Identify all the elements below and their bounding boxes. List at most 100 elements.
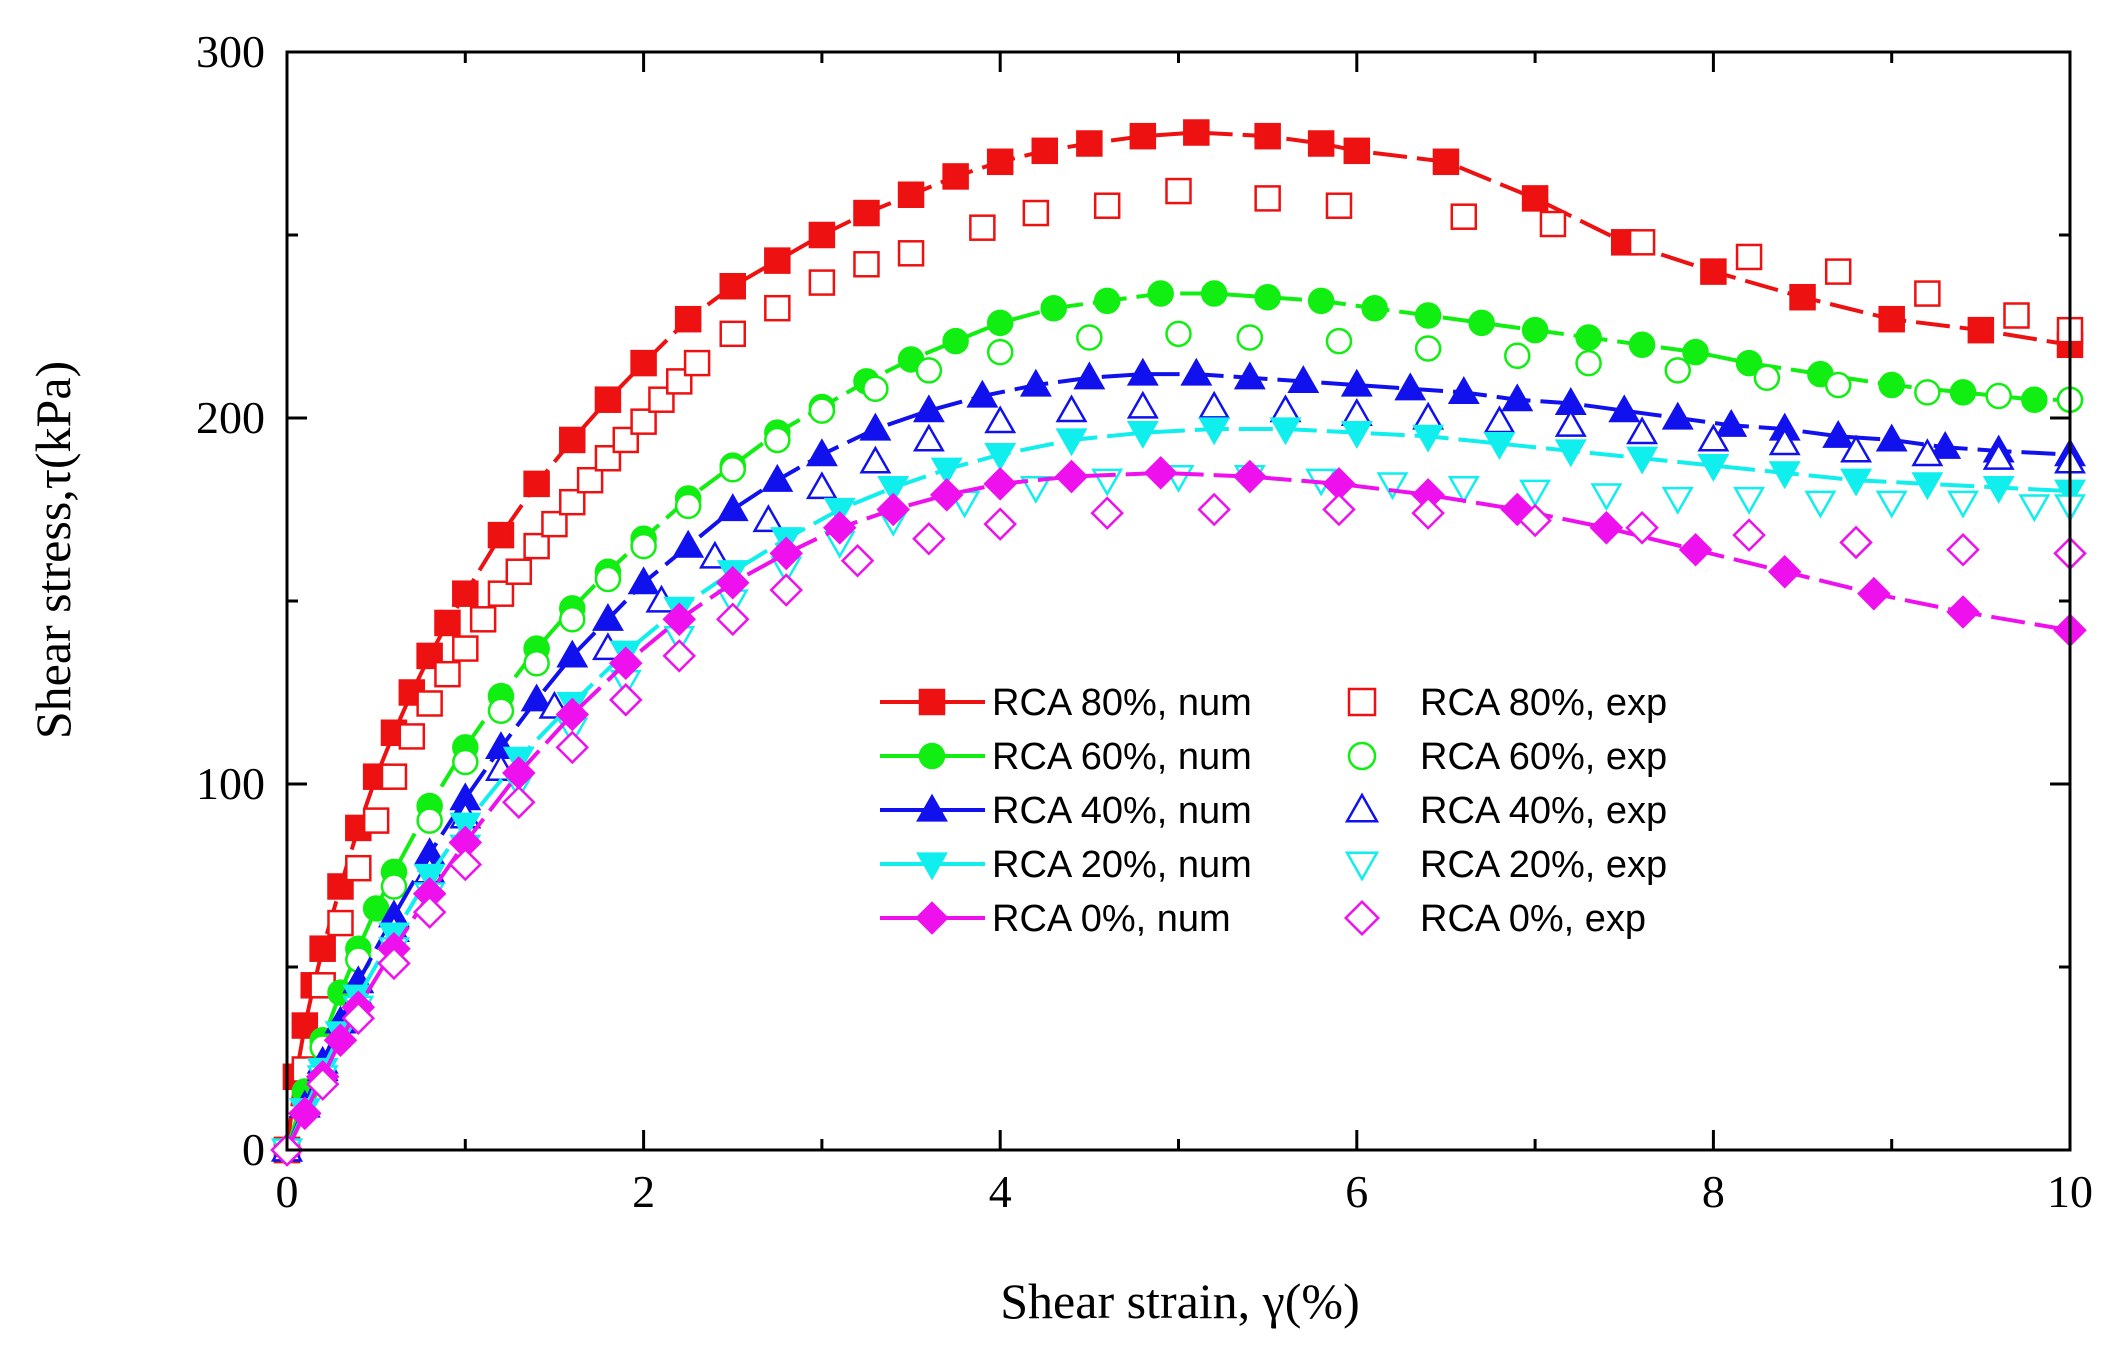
data-point — [362, 807, 390, 834]
data-point — [1700, 258, 1727, 285]
data-point — [859, 445, 892, 474]
data-point — [1767, 554, 1802, 589]
series-1 — [273, 177, 2084, 1164]
data-point — [1325, 327, 1353, 355]
data-point — [1949, 379, 1977, 406]
x-tick-label: 6 — [1345, 1166, 1368, 1217]
data-point — [840, 543, 875, 578]
data-point — [662, 639, 697, 673]
data-point — [1914, 280, 1941, 307]
data-point — [1982, 441, 2015, 470]
data-point — [2003, 302, 2030, 329]
data-point — [1518, 503, 1552, 538]
data-point — [716, 493, 749, 522]
data-point — [1165, 320, 1192, 348]
data-point — [487, 580, 515, 607]
data-point — [1985, 382, 2012, 410]
data-point — [452, 748, 479, 776]
data-point — [764, 426, 791, 454]
data-point — [805, 471, 838, 500]
data-point — [1824, 258, 1852, 285]
data-point — [1625, 511, 1659, 545]
data-point — [942, 327, 969, 355]
data-point — [1055, 428, 1088, 457]
data-point — [808, 221, 836, 249]
data-point — [876, 492, 910, 527]
data-point — [986, 338, 1014, 366]
data-point — [1840, 434, 1872, 463]
data-point — [983, 467, 1017, 501]
legend-label: RCA 80%, exp — [1420, 682, 1667, 724]
data-point — [966, 379, 999, 408]
series-line — [285, 372, 2071, 1151]
data-point — [853, 199, 880, 227]
data-point — [2021, 386, 2048, 413]
legend-marker — [916, 852, 948, 881]
data-point — [1126, 421, 1159, 449]
data-point — [1447, 475, 1480, 504]
data-point — [1307, 287, 1335, 315]
data-point — [1946, 532, 1980, 567]
data-point — [1947, 490, 1979, 519]
data-point — [1483, 432, 1516, 460]
data-point — [752, 504, 785, 533]
data-point — [327, 909, 354, 937]
data-point — [1575, 349, 1602, 377]
data-point — [715, 565, 750, 600]
legend: RCA 80%, num RCA 60%, num RCA 40%, num RCA … — [880, 682, 1667, 940]
data-point — [912, 394, 945, 423]
x-tick-label: 10 — [2047, 1166, 2093, 1217]
data-point — [345, 854, 372, 882]
data-point — [969, 214, 996, 241]
data-point — [769, 536, 804, 571]
data-point — [662, 602, 697, 637]
legend-label: RCA 40%, num — [992, 790, 1252, 832]
data-point — [305, 1067, 340, 1101]
data-point — [715, 602, 750, 637]
data-point — [416, 807, 443, 834]
data-point — [1628, 229, 1656, 256]
plot-frame — [285, 50, 2072, 1152]
data-point — [559, 606, 586, 633]
data-point — [1661, 486, 1694, 515]
data-point — [1254, 283, 1281, 311]
data-point — [1269, 417, 1302, 446]
data-point — [1626, 416, 1659, 445]
data-point — [862, 375, 889, 402]
data-point — [1608, 394, 1641, 423]
data-point — [1554, 409, 1587, 437]
data-point — [859, 412, 892, 441]
data-point — [1093, 192, 1121, 219]
data-point — [502, 785, 536, 820]
data-point — [1501, 383, 1534, 412]
legend-marker — [918, 688, 946, 716]
data-point — [1040, 294, 1067, 322]
data-point — [1180, 357, 1213, 386]
data-point — [487, 521, 515, 549]
x-tick-label: 2 — [632, 1166, 655, 1217]
data-point — [1129, 122, 1157, 150]
data-point — [1840, 468, 1872, 497]
legend-label: RCA 80%, num — [992, 682, 1252, 724]
data-point — [609, 683, 643, 717]
data-point — [1090, 496, 1124, 530]
data-point — [1878, 371, 1905, 399]
data-point — [1343, 137, 1371, 165]
data-point — [1682, 338, 1709, 366]
data-point — [523, 532, 550, 560]
data-point — [1019, 368, 1052, 397]
legend-label: RCA 60%, exp — [1420, 736, 1667, 778]
series-layer — [270, 119, 2087, 1167]
legend-label: RCA 60%, num — [992, 736, 1252, 778]
data-point — [434, 660, 461, 688]
data-point — [1768, 427, 1801, 456]
data-point — [1768, 461, 1801, 490]
data-point — [808, 397, 836, 424]
legend-label: RCA 40%, exp — [1420, 790, 1667, 832]
data-point — [1073, 361, 1106, 390]
legend-label: RCA 0%, num — [992, 898, 1231, 940]
data-point — [1911, 438, 1944, 467]
data-point — [912, 522, 946, 556]
data-point — [1287, 365, 1320, 393]
data-point — [805, 438, 838, 467]
